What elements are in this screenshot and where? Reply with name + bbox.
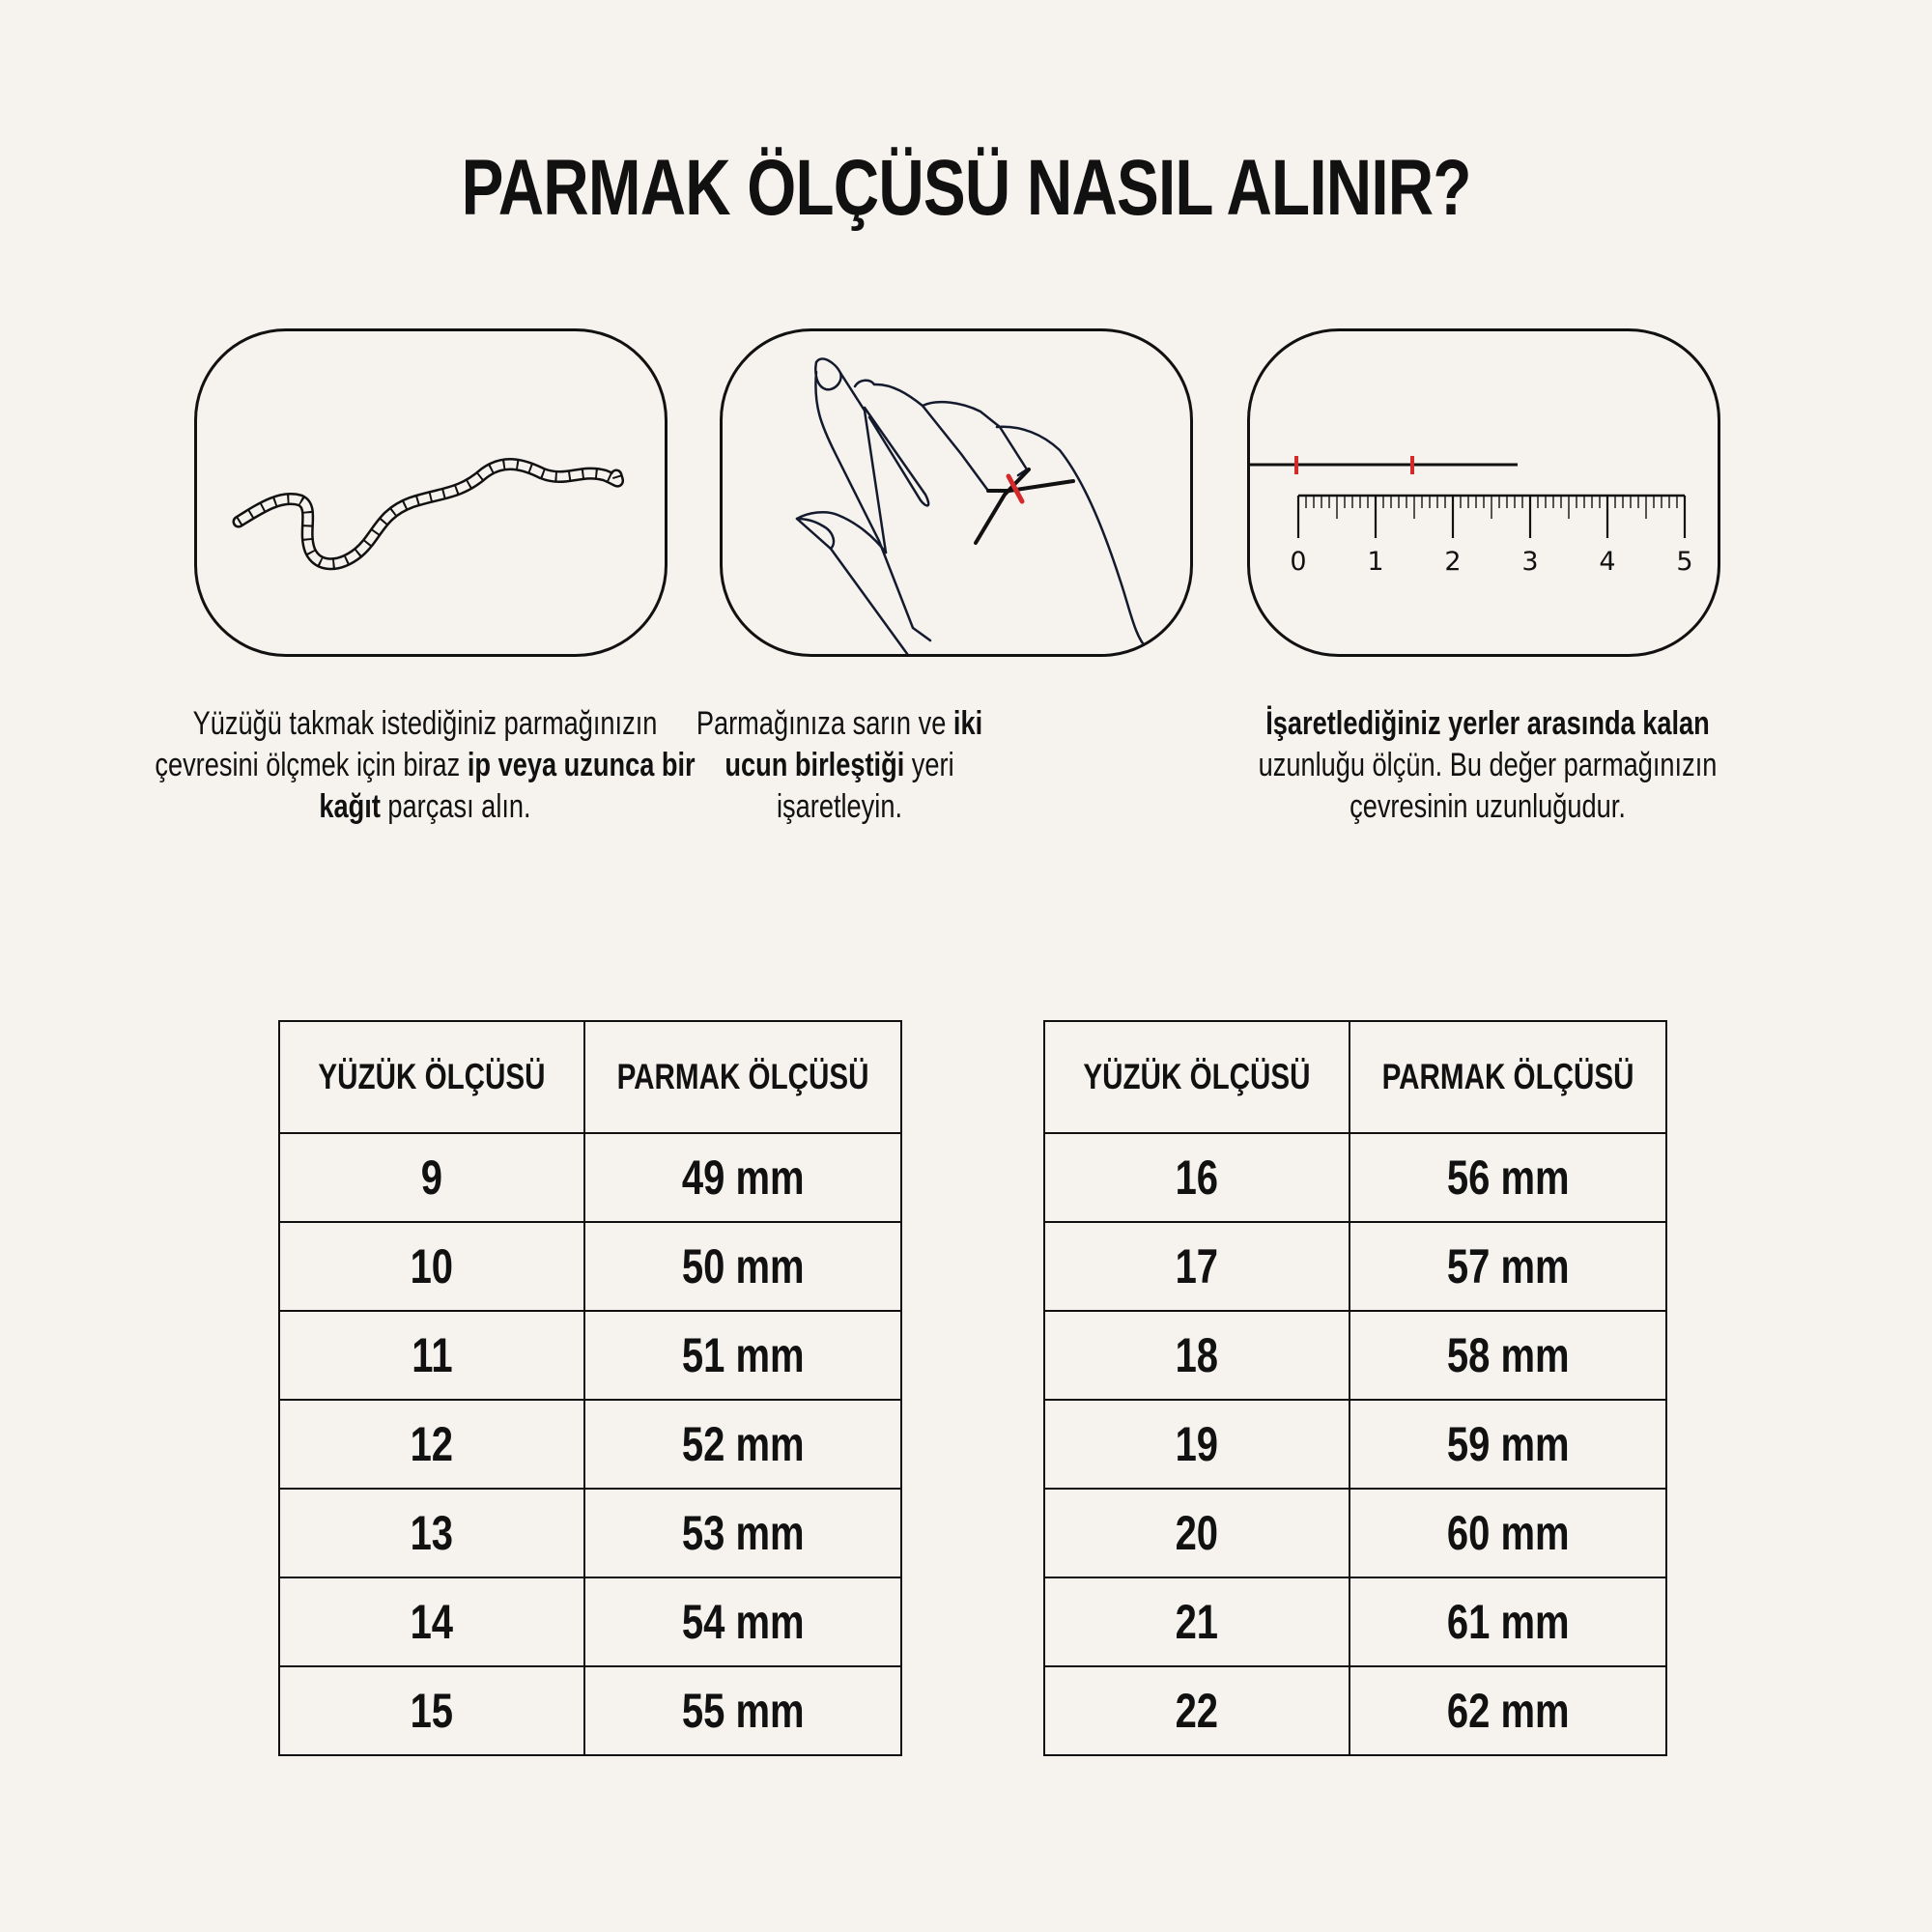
finger-size-cell: 50 mm [582, 1221, 903, 1312]
table-row: 13 53 mm [278, 1488, 903, 1578]
ring-size-cell: 15 [278, 1665, 585, 1756]
table-row: 19 59 mm [1043, 1399, 1668, 1490]
ring-size-cell: 18 [1043, 1310, 1350, 1401]
finger-size-cell: 53 mm [582, 1488, 903, 1578]
finger-size-cell: 60 mm [1348, 1488, 1668, 1578]
ring-size-cell: 10 [278, 1221, 585, 1312]
step-3-illustration: 0 1 2 3 4 5 [1247, 328, 1720, 657]
finger-size-cell: 54 mm [582, 1577, 903, 1667]
table-row: 18 58 mm [1043, 1310, 1668, 1401]
step-1-illustration [194, 328, 668, 657]
finger-size-cell: 49 mm [582, 1132, 903, 1223]
ring-size-cell: 9 [278, 1132, 585, 1223]
rope-icon [232, 458, 624, 571]
finger-size-cell: 57 mm [1348, 1221, 1668, 1312]
ruler-label: 4 [1599, 547, 1615, 577]
ruler-label: 3 [1521, 547, 1538, 577]
page-title: PARMAK ÖLÇÜSÜ NASIL ALINIR? [461, 144, 1471, 232]
table-row: 20 60 mm [1043, 1488, 1668, 1578]
table-row: 16 56 mm [1043, 1132, 1668, 1223]
ruler-label: 2 [1444, 547, 1461, 577]
ring-size-cell: 19 [1043, 1399, 1350, 1490]
finger-size-cell: 62 mm [1348, 1665, 1668, 1756]
finger-size-cell: 56 mm [1348, 1132, 1668, 1223]
ring-size-cell: 12 [278, 1399, 585, 1490]
finger-size-cell: 58 mm [1348, 1310, 1668, 1401]
column-header: PARMAK ÖLÇÜSÜ [582, 1020, 903, 1134]
table-row: 12 52 mm [278, 1399, 903, 1490]
column-header: YÜZÜK ÖLÇÜSÜ [278, 1020, 585, 1134]
hand-with-string-icon [795, 357, 1150, 654]
table-row: 22 62 mm [1043, 1665, 1668, 1756]
column-header: PARMAK ÖLÇÜSÜ [1348, 1020, 1668, 1134]
ring-size-cell: 14 [278, 1577, 585, 1667]
table-row: 15 55 mm [278, 1665, 903, 1756]
finger-size-cell: 61 mm [1348, 1577, 1668, 1667]
ruler-label: 1 [1367, 547, 1383, 577]
step-2-caption: Parmağınıza sarın ve iki ucun birleştiği… [696, 705, 983, 825]
table-row: 17 57 mm [1043, 1221, 1668, 1312]
step-2-illustration [720, 328, 1193, 657]
size-table-right: YÜZÜK ÖLÇÜSÜ PARMAK ÖLÇÜSÜ 16 56 mm 17 57 mm 1… [1043, 1020, 1668, 1756]
column-header: YÜZÜK ÖLÇÜSÜ [1043, 1020, 1350, 1134]
step-3-caption: İşaretlediğiniz yerler arasında kalan uz… [1258, 705, 1718, 825]
ring-size-cell: 20 [1043, 1488, 1350, 1578]
finger-size-cell: 51 mm [582, 1310, 903, 1401]
ruler-label: 0 [1290, 547, 1306, 577]
finger-size-cell: 55 mm [582, 1665, 903, 1756]
ring-size-cell: 16 [1043, 1132, 1350, 1223]
table-header-row: YÜZÜK ÖLÇÜSÜ PARMAK ÖLÇÜSÜ [278, 1020, 903, 1134]
table-row: 10 50 mm [278, 1221, 903, 1312]
finger-size-cell: 52 mm [582, 1399, 903, 1490]
ring-size-cell: 11 [278, 1310, 585, 1401]
step-1-caption: Yüzüğü takmak istediğiniz parmağınızın ç… [155, 705, 696, 825]
table-row: 9 49 mm [278, 1132, 903, 1223]
ring-size-cell: 21 [1043, 1577, 1350, 1667]
table-row: 11 51 mm [278, 1310, 903, 1401]
table-row: 21 61 mm [1043, 1577, 1668, 1667]
ruler-icon: 0 1 2 3 4 5 [1250, 456, 1693, 577]
table-header-row: YÜZÜK ÖLÇÜSÜ PARMAK ÖLÇÜSÜ [1043, 1020, 1668, 1134]
finger-size-cell: 59 mm [1348, 1399, 1668, 1490]
ring-size-cell: 17 [1043, 1221, 1350, 1312]
ring-size-cell: 13 [278, 1488, 585, 1578]
ring-size-cell: 22 [1043, 1665, 1350, 1756]
table-row: 14 54 mm [278, 1577, 903, 1667]
size-table-left: YÜZÜK ÖLÇÜSÜ PARMAK ÖLÇÜSÜ 9 49 mm 10 50 mm 11… [278, 1020, 903, 1756]
ruler-label: 5 [1676, 547, 1692, 577]
